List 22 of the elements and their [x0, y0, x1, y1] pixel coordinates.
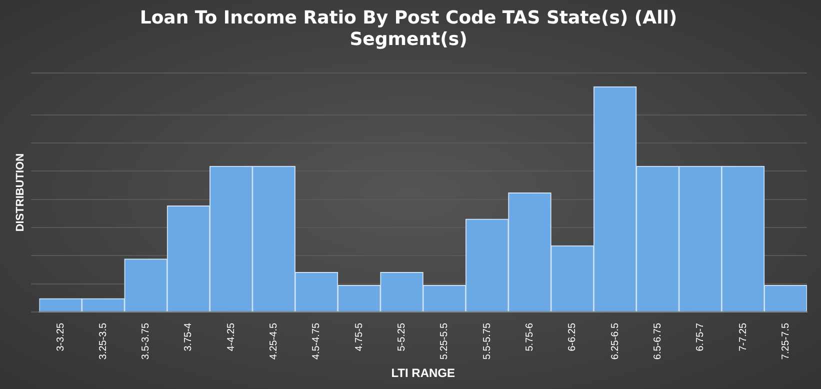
x-tick-label: 3.75-4 [183, 322, 194, 352]
x-tick-label: 6.75-7 [695, 322, 706, 352]
x-tick-label: 6-6.25 [567, 322, 578, 352]
x-tick-label: 3.25-3.5 [98, 322, 109, 360]
text: Loan To Income Ratio By Post Code TAS State(s) (All) [140, 7, 678, 28]
x-tick-label: 5-5.25 [396, 322, 408, 352]
x-tick-label: 6.5-6.75 [652, 322, 664, 360]
text: Segment(s) [350, 29, 468, 50]
y-axis-title: DISTRIBUTION [14, 153, 27, 232]
x-tick-label: 5.25-5.5 [439, 322, 450, 360]
x-tick-label: 4-4.25 [226, 322, 237, 352]
x-tick-label: 5.5-5.75 [482, 322, 493, 360]
x-tick-label: 3-3.25 [55, 322, 66, 352]
x-axis-title: LTI RANGE [391, 366, 455, 380]
x-tick-label: 3.5-3.75 [140, 322, 152, 360]
x-tick-label: 6.25-6.5 [610, 322, 621, 360]
x-tick-label: 7-7.25 [738, 322, 749, 352]
x-tick-label: 7.25-7.5 [780, 322, 792, 360]
x-tick-label: 4.25-4.5 [268, 322, 280, 360]
x-tick-label: 4.75-5 [354, 322, 365, 352]
x-tick-label: 5.75-6 [524, 322, 536, 352]
x-tick-label: 4.5-4.75 [311, 322, 322, 360]
